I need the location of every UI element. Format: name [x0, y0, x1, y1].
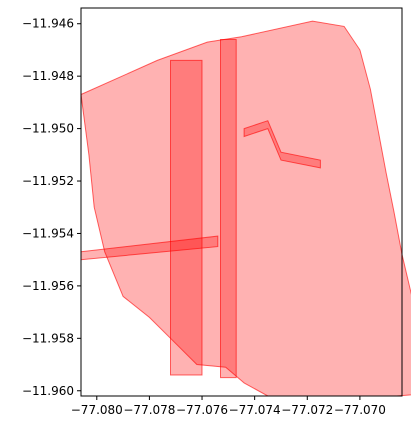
street-2 [220, 39, 237, 379]
x-tick-label: −77.072 [281, 403, 333, 417]
y-tick-label: −11.950 [22, 122, 74, 136]
y-tick-label: −11.956 [22, 279, 74, 293]
outer-area [80, 20, 411, 397]
y-tick-label: −11.948 [22, 69, 74, 83]
y-tick-label: −11.952 [22, 174, 74, 188]
plot-frame [80, 7, 403, 397]
street-1 [170, 59, 203, 376]
y-tick-label: −11.960 [22, 384, 74, 398]
y-tick-label: −11.958 [22, 331, 74, 345]
y-tick-label: −11.954 [22, 226, 74, 240]
x-axis: −77.080 −77.078 −77.076 −77.074 −77.072 −77.0… [71, 396, 386, 417]
x-tick-label: −77.080 [71, 403, 123, 417]
street-4 [243, 120, 321, 169]
polygon-layer [80, 20, 411, 397]
x-tick-label: −77.076 [176, 403, 228, 417]
x-tick-label: −77.070 [334, 403, 386, 417]
y-axis: −11.946 −11.948 −11.950 −11.952 −11.954 −11.9… [22, 17, 81, 398]
x-tick-label: −77.078 [123, 403, 175, 417]
x-tick-label: −77.074 [229, 403, 281, 417]
y-tick-label: −11.946 [22, 17, 74, 31]
